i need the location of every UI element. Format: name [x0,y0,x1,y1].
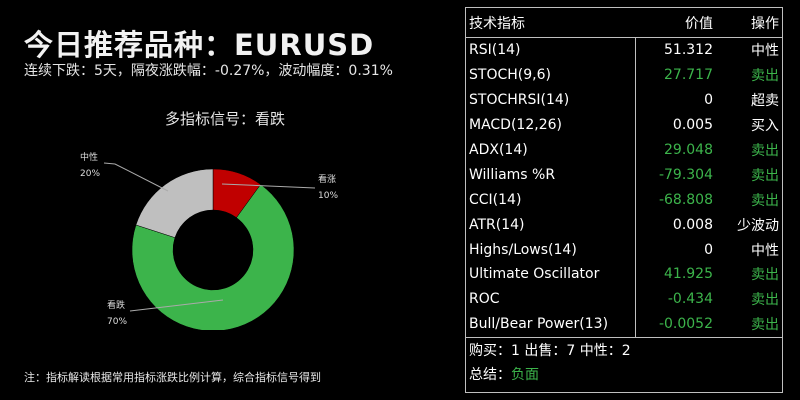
indicator-action: 卖出 [751,167,779,184]
table-row: Ultimate Oscillator 41.925 卖出 [466,262,782,287]
indicator-action: 卖出 [751,68,779,85]
table-row: Bull/Bear Power(13) -0.0052 卖出 [466,312,782,337]
indicator-action: 买入 [751,118,779,135]
conclusion-value: 负面 [511,367,539,383]
table-row: Highs/Lows(14) 0 中性 [466,237,782,262]
indicator-name: ADX(14) [469,142,528,158]
indicator-action: 超卖 [751,93,779,110]
indicator-action: 卖出 [751,317,779,334]
table-header: 技术指标 价值 操作 [466,8,782,38]
table-row: RSI(14) 51.312 中性 [466,38,782,63]
indicator-value: 27.717 [664,67,713,84]
indicator-value: 0.005 [672,117,713,134]
indicator-value: 41.925 [664,266,713,283]
indicator-action: 卖出 [751,192,779,209]
indicator-name: RSI(14) [469,42,521,59]
indicator-action: 卖出 [751,143,779,159]
indicator-name: Ultimate Oscillator [469,266,600,283]
indicator-table: 技术指标 价值 操作 RSI(14) 51.312 中性 STOCH(9,6) 27.7… [465,7,783,393]
indicator-value: 51.312 [664,42,713,59]
indicator-name: CCI(14) [469,191,522,208]
indicator-value: 0.008 [672,216,713,233]
donut-slice [135,168,214,238]
column-divider [635,38,636,337]
summary: 购买：1 出售：7 中性：2 总结： 负面 [466,338,782,386]
table-row: ATR(14) 0.008 少波动 [466,212,782,237]
indicator-name: Williams %R [469,166,556,183]
table-row: MACD(12,26) 0.005 买入 [466,113,782,138]
indicator-action: 少波动 [737,217,779,234]
signal-counts: 购买：1 出售：7 中性：2 [469,343,631,359]
indicator-action: 卖出 [751,292,779,309]
header-action: 操作 [751,15,779,32]
table-row: ADX(14) 29.048 卖出 [466,138,782,163]
indicator-value: -0.434 [667,291,713,308]
indicator-name: ROC [469,291,500,308]
indicator-value: -68.808 [658,191,713,208]
market-stats: 连续下跌：5天，隔夜涨跌幅：-0.27%，波动幅度：0.31% [24,63,393,79]
indicator-name: ATR(14) [469,216,525,233]
header-indicator: 技术指标 [469,15,525,32]
indicator-value: -79.304 [658,166,713,183]
chart-title: 多指标信号：看跌 [164,110,285,128]
leader-lines [103,162,316,312]
label-neutral: 中性 20% [80,153,101,179]
indicator-name: STOCH(9,6) [469,67,551,84]
table-row: STOCHRSI(14) 0 超卖 [466,88,782,113]
overall-conclusion: 总结： 负面 [469,362,782,386]
label-bullish: 看涨 10% [318,175,339,201]
table-row: CCI(14) -68.808 卖出 [466,187,782,212]
page-title: 今日推荐品种：EURUSD [24,28,375,62]
header-value: 价值 [685,15,713,32]
indicator-value: 0 [704,92,713,109]
table-row: ROC -0.434 卖出 [466,287,782,312]
footnote: 注：指标解读根据常用指标涨跌比例计算，综合指标信号得到 [24,371,321,384]
label-bearish: 看跌 70% [107,301,128,327]
indicator-action: 中性 [751,43,779,60]
indicator-action: 中性 [751,242,779,259]
indicator-name: MACD(12,26) [469,117,562,134]
indicator-value: -0.0052 [658,316,713,333]
indicator-value: 29.048 [664,142,713,158]
indicator-name: Highs/Lows(14) [469,241,577,258]
table-row: STOCH(9,6) 27.717 卖出 [466,63,782,88]
indicator-action: 卖出 [751,267,779,284]
table-row: Williams %R -79.304 卖出 [466,162,782,187]
indicator-name: Bull/Bear Power(13) [469,316,609,333]
indicator-value: 0 [704,241,713,258]
table-body: RSI(14) 51.312 中性 STOCH(9,6) 27.717 卖出 STOCHRS… [466,38,782,338]
signal-donut-chart [131,168,295,330]
indicator-name: STOCHRSI(14) [469,92,570,109]
donut-slice [131,184,295,330]
